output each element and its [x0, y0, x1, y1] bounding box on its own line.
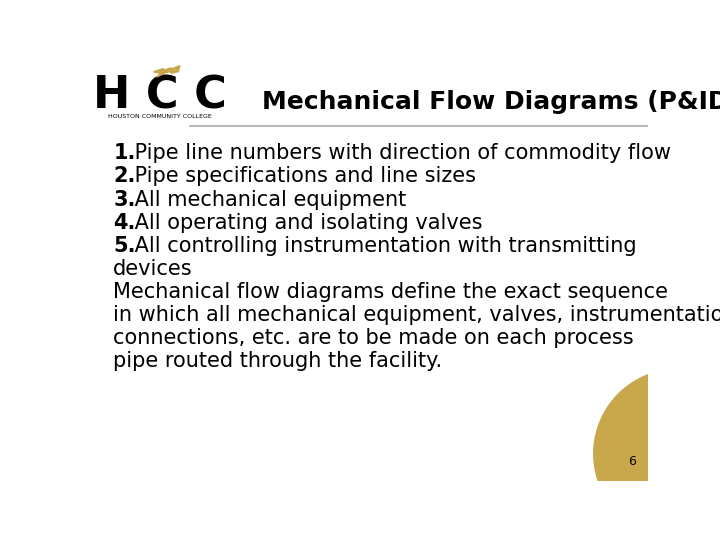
Text: All mechanical equipment: All mechanical equipment: [127, 190, 406, 210]
Polygon shape: [157, 68, 177, 77]
Text: Mechanical Flow Diagrams (P&ID): Mechanical Flow Diagrams (P&ID): [262, 90, 720, 114]
Text: 1.: 1.: [113, 143, 135, 163]
Text: connections, etc. are to be made on each process: connections, etc. are to be made on each…: [113, 328, 634, 348]
Text: HOUSTON COMMUNITY COLLEGE: HOUSTON COMMUNITY COLLEGE: [108, 114, 212, 119]
Text: Mechanical flow diagrams define the exact sequence: Mechanical flow diagrams define the exac…: [113, 282, 668, 302]
Text: H C C: H C C: [93, 74, 227, 117]
Polygon shape: [172, 65, 180, 72]
Text: 3.: 3.: [113, 190, 135, 210]
Text: 5.: 5.: [113, 236, 136, 256]
Text: devices: devices: [113, 259, 193, 279]
Text: All controlling instrumentation with transmitting: All controlling instrumentation with tra…: [127, 236, 636, 256]
Text: pipe routed through the facility.: pipe routed through the facility.: [113, 351, 442, 372]
Text: 4.: 4.: [113, 213, 135, 233]
Text: Pipe line numbers with direction of commodity flow: Pipe line numbers with direction of comm…: [127, 143, 670, 163]
Text: Pipe specifications and line sizes: Pipe specifications and line sizes: [127, 166, 476, 186]
Text: All operating and isolating valves: All operating and isolating valves: [127, 213, 482, 233]
Polygon shape: [153, 69, 166, 73]
Polygon shape: [594, 369, 679, 538]
Text: 2.: 2.: [113, 166, 135, 186]
Text: in which all mechanical equipment, valves, instrumentation,: in which all mechanical equipment, valve…: [113, 305, 720, 325]
Text: 6: 6: [629, 455, 636, 468]
